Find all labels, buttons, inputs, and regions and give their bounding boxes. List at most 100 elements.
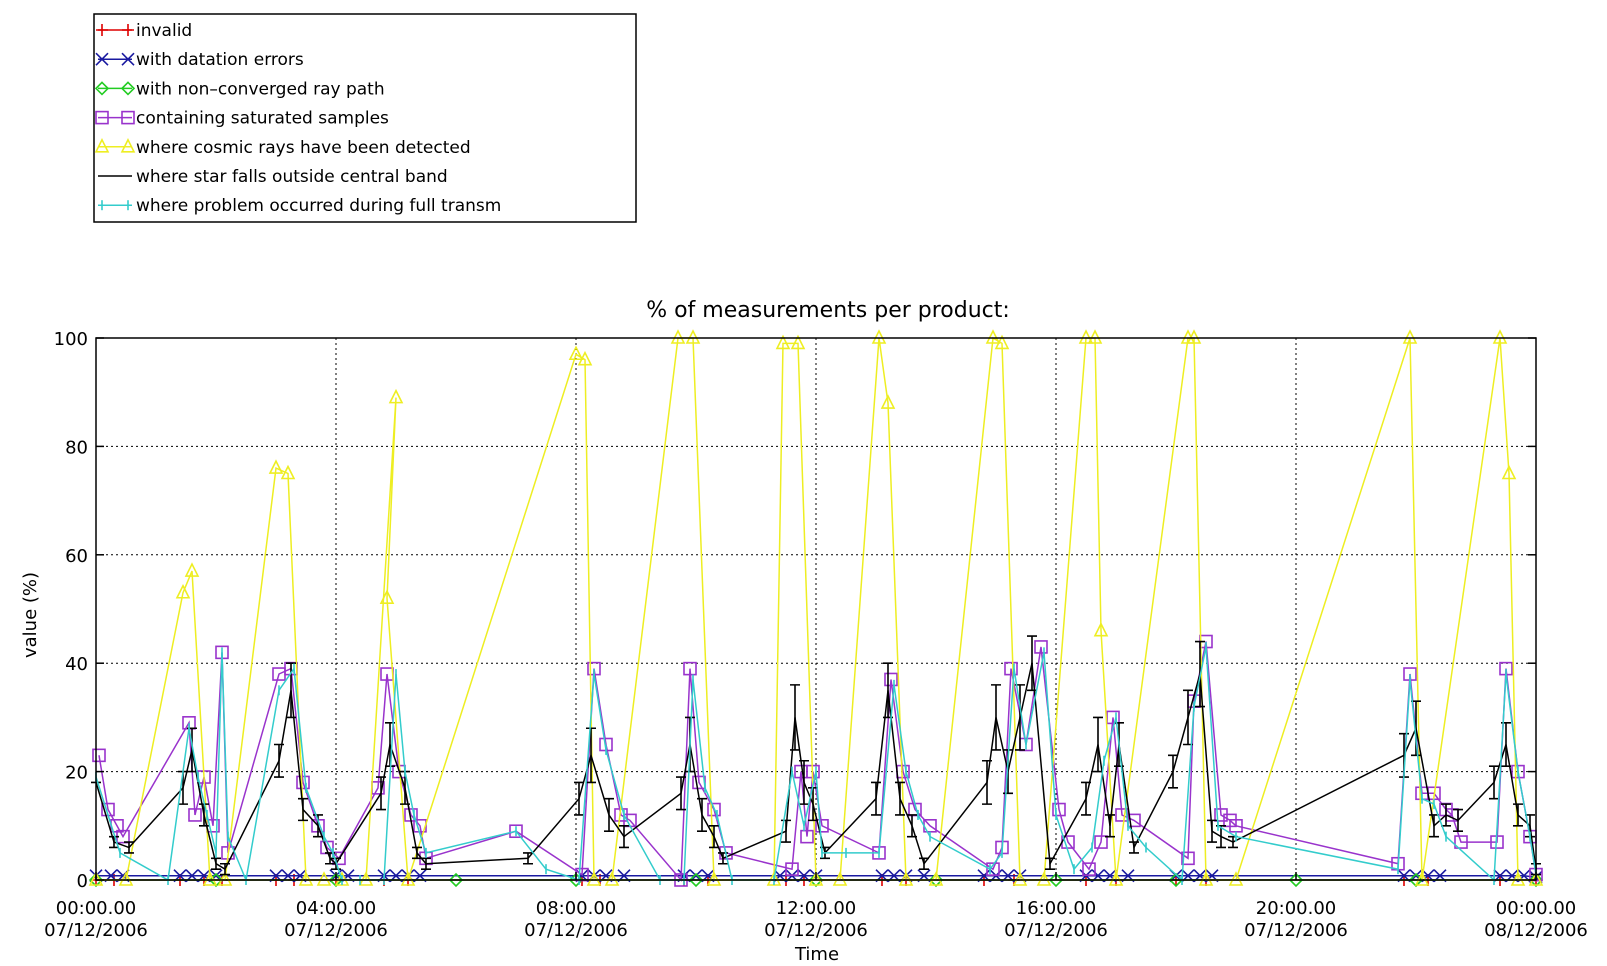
series-5-point-31	[799, 759, 809, 805]
series-3-point-29	[683, 661, 697, 676]
series-5-point-24	[676, 776, 686, 811]
series-5-point-22	[604, 797, 614, 833]
legend: invalid with datation errors with non–conv…	[93, 13, 637, 223]
x-tick-time-5: 20:00.00	[1256, 898, 1337, 919]
series-5-point-21	[586, 727, 596, 784]
series-4-point-23	[775, 334, 791, 350]
series-4-point-42	[1228, 871, 1244, 886]
series-5-point-53	[1207, 819, 1217, 843]
series-5-point-37	[907, 814, 917, 838]
series-5-point-14	[376, 776, 386, 811]
series-5-point-49	[1129, 841, 1139, 854]
series-5-point-34	[871, 781, 881, 816]
series-4-point-40	[1186, 329, 1202, 344]
legend-item-6: where problem occurred during full trans…	[98, 196, 501, 216]
series-4-point-11	[358, 871, 374, 886]
series-4-point-20	[685, 329, 701, 344]
series-5-point-1	[109, 835, 119, 849]
series-5-point-23	[619, 825, 629, 849]
x-tick-time-2: 08:00.00	[536, 898, 617, 919]
series-4-point-19	[670, 329, 686, 344]
series-4-point-29	[898, 871, 914, 886]
y-tick-label-3: 60	[65, 546, 88, 567]
series-5-point-39	[982, 759, 992, 805]
series-3-point-0	[92, 748, 106, 763]
legend-marker-a-3	[95, 110, 109, 125]
x-axis-label: Time	[794, 944, 839, 965]
legend-item-2: with non–converged ray path	[94, 79, 385, 99]
series-5-point-6	[211, 857, 221, 870]
series-4-point-25	[808, 871, 824, 886]
series-3-point-47	[1034, 640, 1048, 654]
series-5-point-29	[781, 819, 791, 843]
series-4-point-36	[1087, 329, 1103, 344]
legend-label-5: where star falls outside central band	[136, 167, 448, 187]
legend-label-3: containing saturated samples	[136, 109, 389, 129]
legend-item-3: containing saturated samples	[95, 109, 389, 129]
series-4-point-27	[871, 329, 887, 344]
series-4-point-33	[1012, 871, 1028, 886]
y-tick-label-0: 0	[77, 871, 88, 892]
legend-label-1: with datation errors	[136, 50, 304, 70]
legend-marker-a-4	[94, 138, 110, 153]
series-3-point-43	[986, 862, 1000, 876]
series-3-point-33	[785, 862, 799, 876]
series-5-point-19	[523, 852, 533, 865]
series-5-point-18	[421, 857, 431, 870]
series-3-point-22	[509, 824, 523, 839]
series-4-point-38	[1108, 871, 1124, 886]
series-3-point-31	[707, 802, 721, 817]
series-4-point-34	[1036, 871, 1052, 886]
legend-label-2: with non–converged ray path	[136, 79, 385, 99]
x-tick-date-2: 07/12/2006	[524, 920, 628, 941]
legend-item-4: where cosmic rays have been detected	[94, 138, 471, 158]
legend-item-0: invalid	[96, 21, 192, 41]
series-4-point-35	[1078, 329, 1094, 344]
series-5-point-47	[1105, 814, 1115, 838]
series-4-point-30	[928, 871, 944, 886]
x-axis: 00:00.0007/12/200604:00.0007/12/200608:0…	[44, 872, 1588, 941]
x-tick-date-3: 07/12/2006	[764, 920, 868, 941]
series-4-point-3	[184, 562, 200, 577]
series-4-point-16	[577, 350, 593, 366]
y-axis: 0 20 40 60 80 100	[54, 329, 1536, 892]
series-3-point-50	[1082, 862, 1096, 876]
series-4-point-37	[1093, 621, 1109, 637]
series-4-point-6	[268, 459, 284, 474]
series-4-point-17	[586, 871, 602, 886]
series-5-point-10	[298, 797, 308, 822]
legend-item-5: where star falls outside central band	[98, 167, 448, 187]
y-tick-label-1: 20	[65, 763, 88, 784]
y-tick-label-4: 80	[65, 437, 88, 458]
series-4-point-12	[388, 388, 404, 404]
series-4-point-26	[832, 871, 848, 886]
legend-label-0: invalid	[136, 21, 192, 41]
legend-marker-a-1	[95, 52, 109, 66]
series-4-point-2	[175, 583, 191, 599]
series-5-point-46	[1093, 716, 1103, 773]
series-4-point-28	[880, 394, 896, 409]
series-4-point-46	[1501, 464, 1517, 480]
series-4-point-24	[790, 334, 806, 350]
series-5-point-30	[790, 684, 800, 751]
series-4-point-5	[217, 871, 233, 886]
series-3-point-51	[1094, 835, 1108, 849]
series-5-point-27	[709, 825, 719, 849]
series-2-point-6	[808, 872, 824, 888]
x-tick-time-4: 16:00.00	[1016, 898, 1097, 919]
series-5-point-63	[1513, 803, 1523, 827]
x-tick-date-4: 07/12/2006	[1004, 920, 1108, 941]
legend-item-1: with datation errors	[95, 50, 304, 70]
series-4-point-1	[118, 871, 134, 886]
legend-marker-a-0	[96, 24, 108, 36]
series-3-point-12	[296, 775, 310, 790]
series-4-point-0	[88, 871, 104, 886]
series-4-point-41	[1198, 871, 1214, 886]
series-5-point-36	[895, 781, 905, 816]
series-4-point-44	[1414, 871, 1430, 886]
series-5-point-7	[220, 862, 230, 876]
series-4-point-9	[316, 871, 332, 886]
series-4-point-4	[202, 871, 218, 886]
series-4-point-14	[400, 871, 416, 886]
series-4-point-8	[298, 871, 314, 886]
